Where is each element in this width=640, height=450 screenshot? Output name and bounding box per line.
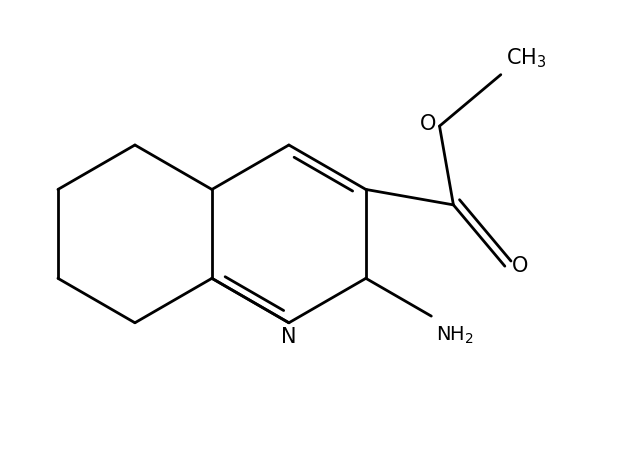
Text: CH$_3$: CH$_3$ bbox=[506, 47, 547, 70]
Text: N: N bbox=[281, 327, 296, 347]
Text: O: O bbox=[512, 256, 528, 276]
Text: O: O bbox=[420, 114, 436, 134]
Text: NH$_2$: NH$_2$ bbox=[436, 325, 474, 346]
